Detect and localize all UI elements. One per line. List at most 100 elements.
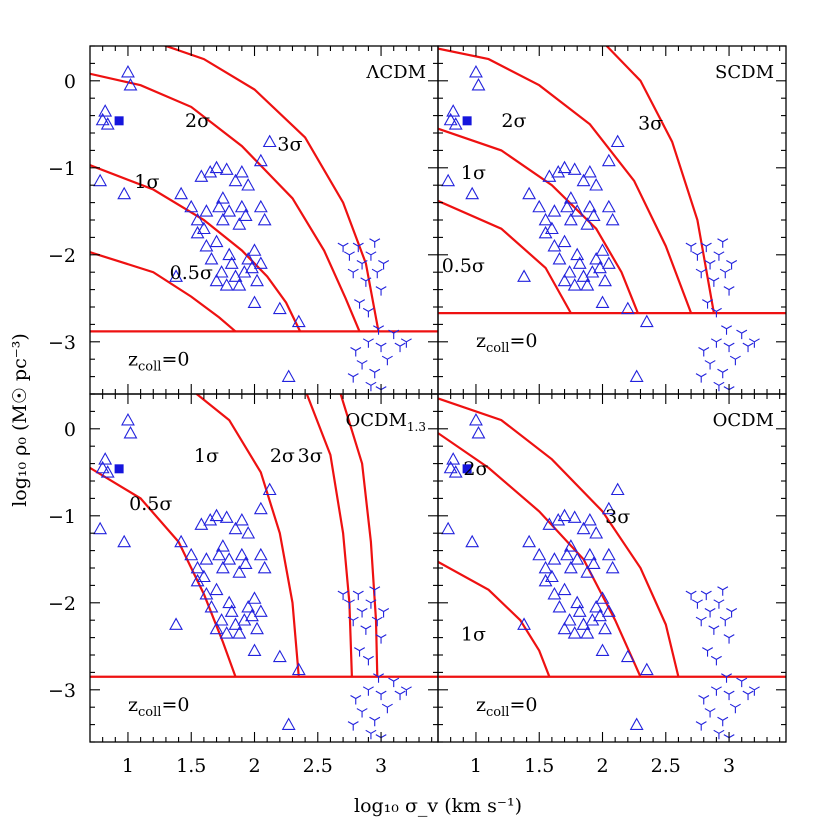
triangle-point <box>209 160 224 174</box>
triangle-point <box>100 117 115 130</box>
triangle-point <box>595 643 610 657</box>
triangle-point <box>598 273 612 287</box>
star-point <box>736 329 748 340</box>
triangle-point <box>262 482 277 496</box>
triangle-point <box>629 717 644 730</box>
triangle-point <box>232 565 247 578</box>
panel-label: OCDM1.3 <box>346 410 427 434</box>
triangle-point <box>538 573 553 587</box>
triangle-point <box>562 265 577 278</box>
triangle-point <box>169 269 183 282</box>
sigma-curve-0.5σ <box>438 199 572 314</box>
sigma-label: 0.5σ <box>129 493 172 515</box>
zcoll-subscript: coll <box>138 705 161 720</box>
star-point <box>343 599 355 609</box>
star-point <box>695 373 707 383</box>
triangle-point <box>184 547 199 561</box>
triangle-point <box>196 569 211 583</box>
triangle-point <box>601 501 616 515</box>
sigma-curve-2σ <box>305 394 353 677</box>
triangle-point <box>547 204 562 217</box>
panel-0: 0 −1 −2 −3 ΛCDM 0.5σ 1σ 2σ 3σ zcoll=0 <box>48 45 439 395</box>
panel-label-subscript: 1.3 <box>407 420 426 434</box>
panel-2: 0 −1 −2 −3 1 1.5 2 2.5 3 OCDM1.3 0.5σ 1σ 2σ 3σ zcoll=0 <box>48 393 439 777</box>
sigma-curve-3σ <box>438 397 680 678</box>
star-point <box>388 677 400 688</box>
triangle-point <box>215 560 230 574</box>
triangle-point <box>610 482 625 496</box>
star-point <box>354 299 366 309</box>
star-point <box>710 338 722 348</box>
star-point <box>400 686 412 696</box>
square-point <box>462 464 472 474</box>
triangle-point <box>601 199 616 213</box>
star-point <box>691 599 703 609</box>
triangle-point <box>557 160 572 174</box>
triangle-point <box>471 426 486 439</box>
triangle-point <box>538 212 553 226</box>
square-point <box>462 116 472 126</box>
triangle-point <box>199 552 214 565</box>
triangle-point <box>194 517 209 530</box>
star-point <box>704 260 716 270</box>
panel-1: SCDM 0.5σ 1σ 2σ 3σ zcoll=0 <box>437 45 787 395</box>
triangle-point <box>184 199 199 213</box>
triangle-point <box>228 173 243 187</box>
triangle-point <box>471 78 486 91</box>
triangle-point <box>610 134 625 148</box>
triangle-point <box>219 278 234 291</box>
triangle-point <box>443 112 458 126</box>
star-point <box>365 599 377 609</box>
star-point <box>713 251 725 261</box>
triangle-point <box>98 104 113 117</box>
triangle-point <box>209 508 224 522</box>
triangle-point <box>241 600 256 613</box>
star-point <box>719 616 731 627</box>
star-point <box>708 277 720 287</box>
triangle-point <box>121 64 135 78</box>
triangle-point <box>598 621 612 635</box>
star-point <box>713 599 725 609</box>
triangle-point <box>557 273 572 287</box>
sigma-curve-2σ <box>438 47 693 314</box>
triangle-point <box>234 199 249 213</box>
triangle-point <box>209 273 224 287</box>
star-point <box>369 586 381 596</box>
triangle-point <box>586 556 601 570</box>
triangle-point <box>544 569 559 583</box>
triangle-point <box>215 191 230 204</box>
x-tick-label: 2.5 <box>303 755 333 777</box>
triangle-point <box>117 186 132 200</box>
star-point <box>371 268 383 279</box>
triangle-point <box>121 412 135 426</box>
star-point <box>356 260 368 270</box>
triangle-point <box>291 662 306 676</box>
star-point <box>375 690 387 701</box>
star-point <box>347 616 359 627</box>
triangle-point <box>589 600 604 613</box>
triangle-point <box>562 613 577 626</box>
star-point <box>381 355 393 366</box>
sigma-label: 1σ <box>461 623 486 645</box>
triangle-point <box>199 238 214 252</box>
triangle-point <box>572 604 587 617</box>
star-point <box>343 251 355 261</box>
triangle-point <box>469 64 483 78</box>
star-point <box>365 729 377 740</box>
star-point <box>708 625 720 635</box>
triangle-point <box>219 162 234 175</box>
star-point <box>713 729 725 740</box>
triangle-point <box>117 534 132 548</box>
triangle-point <box>253 501 268 515</box>
sigma-label: 3σ <box>638 113 663 135</box>
triangle-point <box>250 621 264 635</box>
triangle-point <box>253 547 268 561</box>
triangle-point <box>544 221 559 235</box>
star-point <box>356 708 368 718</box>
triangle-point <box>169 617 183 630</box>
triangle-point <box>620 301 635 315</box>
star-point <box>350 347 362 357</box>
triangle-point <box>204 600 219 613</box>
sigma-curve-1σ <box>194 394 300 677</box>
triangle-point <box>601 547 616 561</box>
